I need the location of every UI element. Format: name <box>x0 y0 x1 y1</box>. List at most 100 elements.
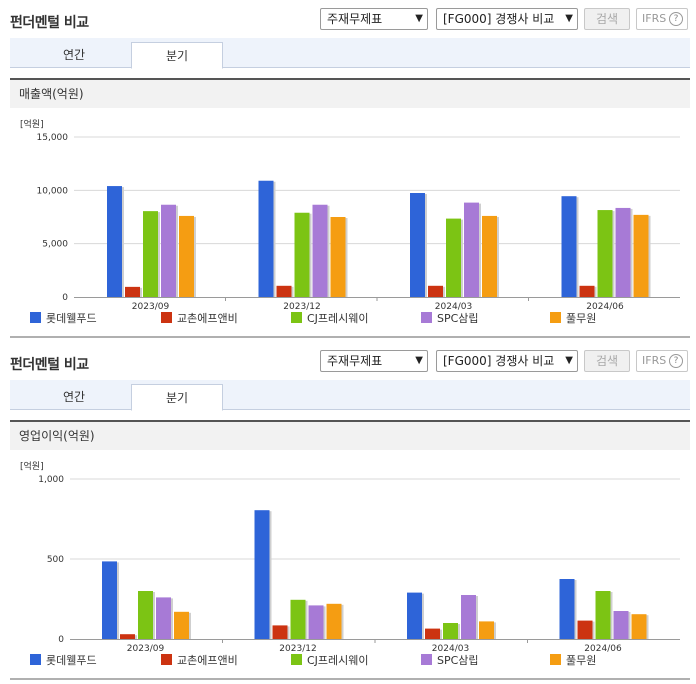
bar[interactable] <box>613 611 629 639</box>
chart-legend: 롯데웰푸드 교촌에프앤비 CJ프레시웨이 SPC삼립 풀무원 <box>30 312 670 328</box>
help-icon[interactable]: ? <box>669 354 683 368</box>
x-tick-label: 2024/03 <box>432 644 469 654</box>
legend-label: 풀무원 <box>566 654 597 667</box>
bar[interactable] <box>174 611 189 639</box>
legend-swatch <box>161 312 172 323</box>
legend-item[interactable]: CJ프레시웨이 <box>291 312 369 326</box>
legend-item[interactable]: 롯데웰푸드 <box>30 654 97 668</box>
legend-swatch <box>421 312 432 323</box>
bar[interactable] <box>330 217 346 297</box>
bar[interactable] <box>446 218 461 297</box>
bar[interactable] <box>107 186 122 297</box>
bar[interactable] <box>464 202 479 297</box>
x-tick-label: 2024/06 <box>586 302 624 312</box>
tab-annual[interactable]: 연간 <box>62 390 86 404</box>
ifrs-button[interactable]: IFRS ? <box>636 350 688 372</box>
bar[interactable] <box>120 634 135 639</box>
legend-item[interactable]: 교촌에프앤비 <box>161 654 238 668</box>
unit-label: [억원] <box>20 120 44 130</box>
legend-swatch <box>421 654 432 665</box>
bar[interactable] <box>425 628 440 639</box>
bar[interactable] <box>633 214 649 297</box>
bar[interactable] <box>312 204 328 297</box>
bar[interactable] <box>276 285 292 297</box>
legend-swatch <box>291 654 302 665</box>
compare-select-value: [FG000] 경쟁사 비교 <box>443 354 555 368</box>
bar[interactable] <box>161 204 176 297</box>
legend-swatch <box>30 654 41 665</box>
bar[interactable] <box>479 621 494 639</box>
bar[interactable] <box>294 212 310 297</box>
bar[interactable] <box>308 605 324 639</box>
bar[interactable] <box>428 285 443 297</box>
bar[interactable] <box>125 286 140 297</box>
legend-item[interactable]: 풀무원 <box>550 312 596 326</box>
compare-select[interactable]: [FG000] 경쟁사 비교 ▼ <box>436 350 578 372</box>
x-tick-label: 2024/03 <box>435 302 472 312</box>
bar[interactable] <box>290 599 306 639</box>
bar[interactable] <box>258 180 274 297</box>
legend-swatch <box>550 312 561 323</box>
legend-item[interactable]: 풀무원 <box>550 654 596 668</box>
legend-label: 롯데웰푸드 <box>46 654 97 667</box>
statement-select[interactable]: 주재무제표 ▼ <box>320 350 428 372</box>
statement-select[interactable]: 주재무제표 ▼ <box>320 8 428 30</box>
chart-legend: 롯데웰푸드 교촌에프앤비 CJ프레시웨이 SPC삼립 풀무원 <box>30 654 670 670</box>
bar[interactable] <box>461 595 476 639</box>
bar[interactable] <box>559 579 575 639</box>
chevron-down-icon: ▼ <box>565 355 573 366</box>
ifrs-label: IFRS <box>642 12 667 25</box>
search-button[interactable]: 검색 <box>584 350 630 372</box>
search-button[interactable]: 검색 <box>584 8 630 30</box>
x-tick-label: 2023/09 <box>132 302 170 312</box>
tab-quarter[interactable]: 분기 <box>131 384 223 411</box>
bar[interactable] <box>577 620 593 639</box>
x-tick-label: 2023/12 <box>283 302 320 312</box>
legend-item[interactable]: SPC삼립 <box>421 654 479 668</box>
x-tick-label: 2023/12 <box>279 644 316 654</box>
bar[interactable] <box>326 603 342 639</box>
bar[interactable] <box>138 591 153 639</box>
legend-item[interactable]: CJ프레시웨이 <box>291 654 369 668</box>
legend-swatch <box>161 654 172 665</box>
bar[interactable] <box>156 597 171 639</box>
help-icon[interactable]: ? <box>669 12 683 26</box>
tab-quarter[interactable]: 분기 <box>131 42 223 69</box>
bar[interactable] <box>102 561 117 639</box>
bar[interactable] <box>482 215 497 297</box>
bar[interactable] <box>443 623 458 639</box>
statement-select-value: 주재무제표 <box>327 354 383 368</box>
bar[interactable] <box>272 625 288 639</box>
compare-select[interactable]: [FG000] 경쟁사 비교 ▼ <box>436 8 578 30</box>
bar[interactable] <box>579 285 595 297</box>
bar[interactable] <box>410 193 425 297</box>
y-tick-label: 15,000 <box>37 133 69 143</box>
period-tabs: 연간 분기 <box>10 38 690 69</box>
legend-label: 교촌에프앤비 <box>177 654 238 667</box>
bar[interactable] <box>595 591 611 639</box>
fundamental-section-revenue: 펀더멘털 비교 주재무제표 ▼ [FG000] 경쟁사 비교 ▼ 검색 IFRS… <box>10 8 690 338</box>
bar[interactable] <box>615 207 631 297</box>
legend-swatch <box>550 654 561 665</box>
bar[interactable] <box>561 196 577 297</box>
chevron-down-icon: ▼ <box>415 13 423 24</box>
ifrs-button[interactable]: IFRS ? <box>636 8 688 30</box>
legend-item[interactable]: SPC삼립 <box>421 312 479 326</box>
y-tick-label: 5,000 <box>42 240 68 250</box>
legend-item[interactable]: 교촌에프앤비 <box>161 312 238 326</box>
period-tabs: 연간 분기 <box>10 380 690 411</box>
bar[interactable] <box>407 592 422 639</box>
legend-item[interactable]: 롯데웰푸드 <box>30 312 97 326</box>
divider <box>10 336 690 338</box>
y-tick-label: 1,000 <box>38 475 64 485</box>
bar[interactable] <box>179 215 194 297</box>
bar[interactable] <box>597 210 613 297</box>
y-tick-label: 0 <box>58 635 64 645</box>
legend-label: CJ프레시웨이 <box>307 654 369 667</box>
fundamental-section-operating-profit: 펀더멘털 비교 주재무제표 ▼ [FG000] 경쟁사 비교 ▼ 검색 IFRS… <box>0 342 696 684</box>
revenue-bar-chart: 15,000 10,000 5,000 0 2023/09 2023/12 2024/03 2… <box>37 133 680 312</box>
bar[interactable] <box>254 510 270 639</box>
bar[interactable] <box>143 211 158 297</box>
tab-annual[interactable]: 연간 <box>62 48 86 62</box>
bar[interactable] <box>631 614 647 639</box>
